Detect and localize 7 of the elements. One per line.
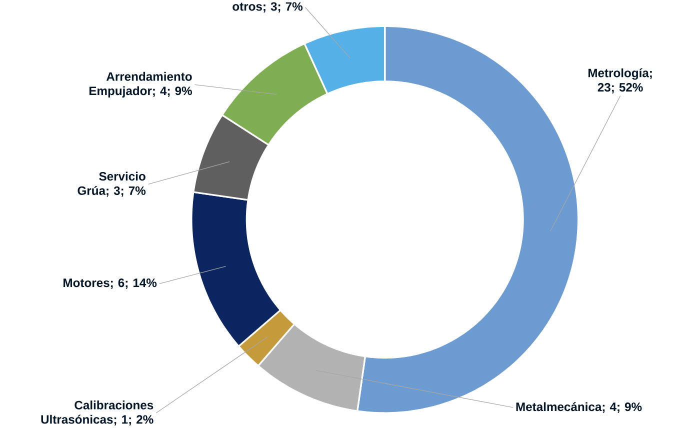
slice-label: Motores; 6; 14% <box>64 278 157 290</box>
slice-label: Metalmecánica; 4; 9% <box>516 402 642 414</box>
slice-label: otros; 3; 7% <box>232 2 303 13</box>
slice-label: Servicio Grúa; 3; 7% <box>78 172 146 197</box>
slice-label: Metrología; 23; 52% <box>588 68 652 94</box>
slice-label: Calibraciones Ultrasónicas; 1; 2% <box>41 400 154 426</box>
slice-label: Arrendamiento Empujador; 4; 9% <box>89 72 192 98</box>
